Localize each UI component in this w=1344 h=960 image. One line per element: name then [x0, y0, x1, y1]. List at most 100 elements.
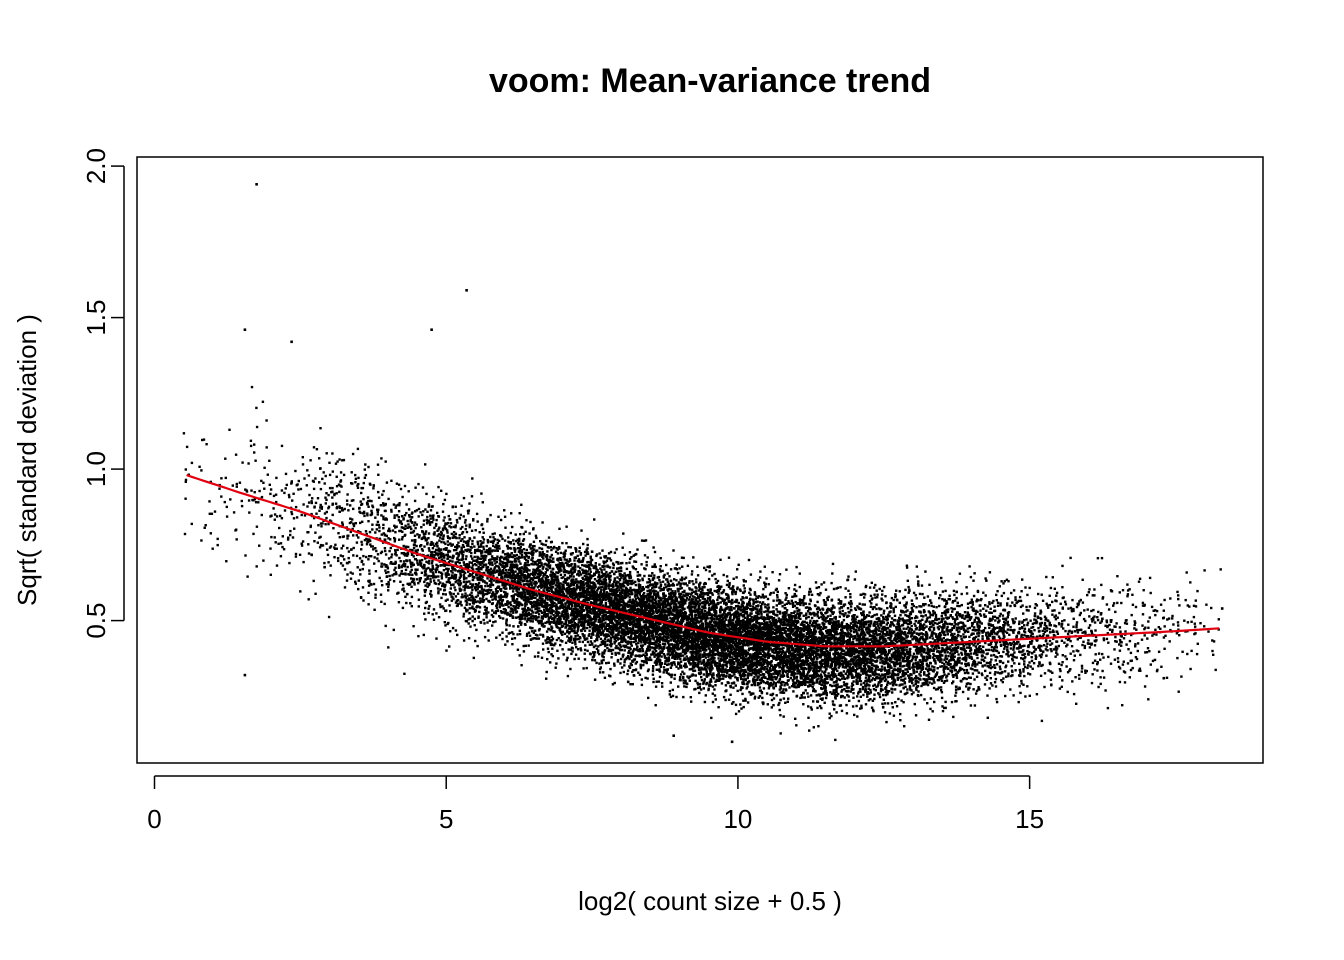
data-point — [701, 644, 704, 647]
data-point — [819, 668, 822, 671]
data-point — [407, 545, 410, 549]
data-point — [979, 614, 983, 617]
data-point — [957, 613, 961, 617]
data-point — [469, 582, 472, 586]
data-point — [1068, 629, 1071, 633]
data-point — [795, 627, 799, 631]
data-point — [416, 561, 419, 565]
data-point — [507, 579, 510, 582]
data-point — [631, 588, 635, 592]
data-point — [604, 602, 608, 605]
data-point — [499, 518, 503, 522]
data-point — [412, 543, 416, 546]
data-point — [712, 656, 715, 660]
data-point — [744, 673, 747, 677]
data-point — [522, 650, 526, 653]
data-point — [535, 611, 538, 614]
data-point — [849, 622, 853, 625]
data-point — [440, 489, 443, 492]
data-point — [1008, 641, 1012, 645]
data-point — [976, 656, 979, 660]
data-point — [906, 670, 909, 673]
data-point — [879, 677, 882, 680]
data-point — [628, 570, 632, 574]
data-point — [610, 656, 613, 659]
data-point — [432, 567, 435, 571]
data-point — [338, 505, 341, 508]
data-point — [658, 675, 662, 679]
data-point — [883, 679, 887, 683]
data-point — [531, 577, 534, 580]
data-point — [628, 657, 631, 661]
data-point — [574, 640, 577, 644]
data-point — [888, 638, 892, 641]
data-point — [338, 490, 341, 494]
data-point — [870, 666, 873, 669]
data-point — [785, 663, 789, 667]
data-point — [796, 650, 800, 654]
data-point — [435, 522, 438, 526]
data-point — [978, 612, 982, 616]
data-point — [630, 663, 633, 667]
data-point — [669, 594, 673, 597]
data-point — [716, 579, 720, 583]
data-point — [524, 604, 527, 608]
data-point — [332, 527, 335, 530]
data-point — [549, 639, 552, 642]
data-point — [643, 614, 646, 618]
data-point — [680, 586, 683, 590]
data-point — [874, 630, 878, 633]
data-point — [452, 592, 455, 596]
data-point — [366, 512, 369, 515]
data-point — [808, 587, 812, 591]
data-point — [540, 570, 543, 573]
data-point — [518, 512, 521, 515]
data-point — [241, 461, 244, 464]
data-point — [785, 620, 789, 623]
data-point — [519, 542, 523, 545]
data-point — [1003, 617, 1006, 621]
data-point — [659, 581, 662, 584]
data-point — [675, 603, 678, 607]
data-point — [579, 567, 582, 570]
data-point — [613, 617, 616, 621]
data-point — [525, 614, 529, 618]
data-point — [954, 613, 958, 616]
data-point — [1093, 594, 1096, 597]
data-point — [908, 627, 912, 630]
data-point — [622, 600, 625, 603]
data-point — [468, 550, 471, 553]
data-point — [934, 662, 937, 665]
data-point — [636, 574, 639, 577]
data-point — [553, 630, 556, 633]
data-point — [495, 570, 498, 574]
data-point — [973, 626, 976, 629]
data-point — [899, 719, 902, 722]
data-point — [669, 604, 672, 607]
data-point — [697, 613, 700, 617]
data-point — [421, 486, 425, 489]
data-point — [452, 565, 455, 568]
data-point — [923, 596, 926, 599]
data-point — [672, 654, 675, 657]
data-point — [633, 595, 637, 598]
data-point — [779, 654, 783, 657]
data-point — [921, 665, 925, 668]
data-point — [569, 621, 572, 624]
data-point — [818, 608, 822, 611]
data-point — [687, 616, 690, 619]
data-point — [471, 575, 475, 579]
data-point — [1054, 618, 1058, 621]
data-point — [412, 524, 416, 527]
data-point — [493, 566, 497, 569]
data-point — [926, 683, 930, 687]
data-point — [764, 676, 767, 679]
data-point — [686, 675, 689, 678]
data-point — [729, 600, 733, 603]
data-point — [702, 607, 705, 610]
data-point — [941, 590, 945, 593]
data-point — [713, 589, 716, 593]
data-point — [1022, 670, 1025, 673]
data-point — [524, 553, 528, 556]
data-point — [957, 653, 960, 656]
